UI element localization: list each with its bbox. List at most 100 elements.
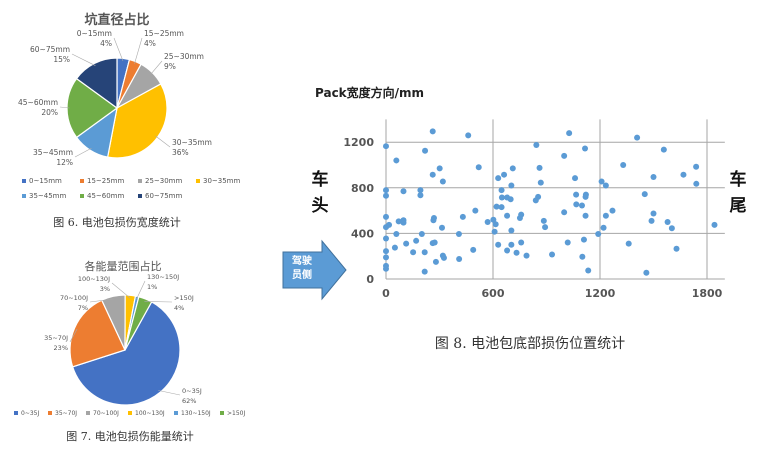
data-point <box>421 268 428 275</box>
data-point <box>602 212 609 219</box>
leader-line <box>89 298 114 303</box>
data-point <box>383 254 389 261</box>
vehicle-front-label: 车头 <box>311 170 329 216</box>
leader-line <box>144 301 173 303</box>
data-point <box>395 218 402 225</box>
data-point <box>660 146 667 153</box>
slice-category-label: 45~60mm <box>18 98 58 107</box>
legend-entry: 25~30mm <box>145 177 182 185</box>
legend-swatch <box>48 411 52 415</box>
data-point <box>582 193 589 200</box>
slice-value-label: 62% <box>182 397 196 405</box>
data-point <box>536 164 543 171</box>
data-point <box>518 211 525 218</box>
slice-value-label: 4% <box>174 304 184 312</box>
y-tick-label: 400 <box>351 227 374 240</box>
data-point <box>431 239 438 246</box>
data-point <box>549 251 556 258</box>
data-point <box>400 219 407 226</box>
data-point <box>518 239 525 246</box>
data-point <box>393 157 400 164</box>
data-point <box>501 171 508 178</box>
legend-entry: 0~35J <box>21 410 39 417</box>
x-tick-label: 0 <box>382 287 390 300</box>
data-point <box>523 252 530 259</box>
slice-category-label: 60~75mm <box>30 45 70 54</box>
slice-value-label: 9% <box>164 62 176 71</box>
data-point <box>383 248 389 255</box>
x-tick-label: 600 <box>482 287 505 300</box>
slice-category-label: 0~35J <box>182 387 202 395</box>
legend-swatch <box>86 411 90 415</box>
data-point <box>582 145 589 152</box>
data-point <box>504 247 511 254</box>
data-point <box>537 179 544 186</box>
leader-line <box>136 280 146 300</box>
data-point <box>598 178 605 185</box>
data-point <box>417 192 424 199</box>
legend-entry: 35~70J <box>55 410 77 417</box>
legend-swatch <box>22 194 26 198</box>
data-point <box>566 130 573 137</box>
data-point <box>532 197 539 204</box>
data-point <box>484 219 491 225</box>
legend-entry: >150J <box>227 410 245 417</box>
legend-swatch <box>174 411 178 415</box>
data-point <box>509 165 516 172</box>
data-point <box>418 230 425 237</box>
data-point <box>585 267 592 274</box>
data-point <box>383 192 389 199</box>
legend-swatch <box>14 411 18 415</box>
legend-entry: 70~100J <box>93 410 119 417</box>
data-point <box>508 227 515 234</box>
figure-caption: 图 6. 电池包损伤宽度统计 <box>53 215 181 229</box>
data-point <box>673 245 680 252</box>
data-point <box>609 207 616 214</box>
data-point <box>422 147 429 154</box>
data-point <box>475 164 482 171</box>
slice-category-label: 15~25mm <box>144 29 184 38</box>
data-point <box>455 230 462 237</box>
data-point <box>413 237 420 244</box>
data-point <box>383 143 389 150</box>
slice-category-label: 35~45mm <box>33 148 73 157</box>
legend-swatch <box>196 179 200 183</box>
legend-entry: 0~15mm <box>29 177 62 185</box>
data-point <box>641 191 648 198</box>
data-point <box>508 241 515 248</box>
data-point <box>493 203 500 210</box>
data-point <box>470 246 477 253</box>
pie-chart-energy-range: 各能量范围占比 0~35J 62% 35~70J 23% 70~100J 7% 100~13… <box>14 259 245 443</box>
data-point <box>680 171 687 178</box>
data-point <box>436 165 443 172</box>
x-tick-label: 1800 <box>692 287 723 300</box>
data-point <box>498 204 505 211</box>
data-point <box>383 265 389 272</box>
data-point <box>504 212 511 219</box>
leader-line <box>74 147 92 158</box>
slice-category-label: 100~130J <box>78 275 110 283</box>
data-point <box>620 162 627 168</box>
data-point <box>383 235 389 242</box>
figure-caption: 图 8. 电池包底部损伤位置统计 <box>435 336 625 352</box>
data-point <box>561 152 568 159</box>
data-point <box>650 173 657 180</box>
data-point <box>492 221 499 228</box>
data-point <box>430 215 437 222</box>
data-point <box>438 224 445 231</box>
data-point <box>580 236 587 243</box>
leader-line <box>69 328 78 343</box>
pie-chart-crater-diameter: 坑直径占比 0~15mm4%15~25mm4%25~30mm9%30~35mm3… <box>18 12 240 229</box>
slice-value-label: 23% <box>54 344 68 352</box>
figure-caption: 图 7. 电池包损伤能量统计 <box>66 429 194 443</box>
legend-entry: 35~45mm <box>29 192 66 200</box>
data-point <box>410 249 417 256</box>
data-point <box>643 269 650 276</box>
driver-side-arrow-label: 驾驶员侧 <box>292 256 312 281</box>
data-point <box>578 202 585 209</box>
data-point <box>495 175 502 182</box>
data-point <box>602 182 609 189</box>
data-point <box>582 212 589 219</box>
y-tick-label: 800 <box>351 182 374 195</box>
slice-value-label: 4% <box>100 39 112 48</box>
